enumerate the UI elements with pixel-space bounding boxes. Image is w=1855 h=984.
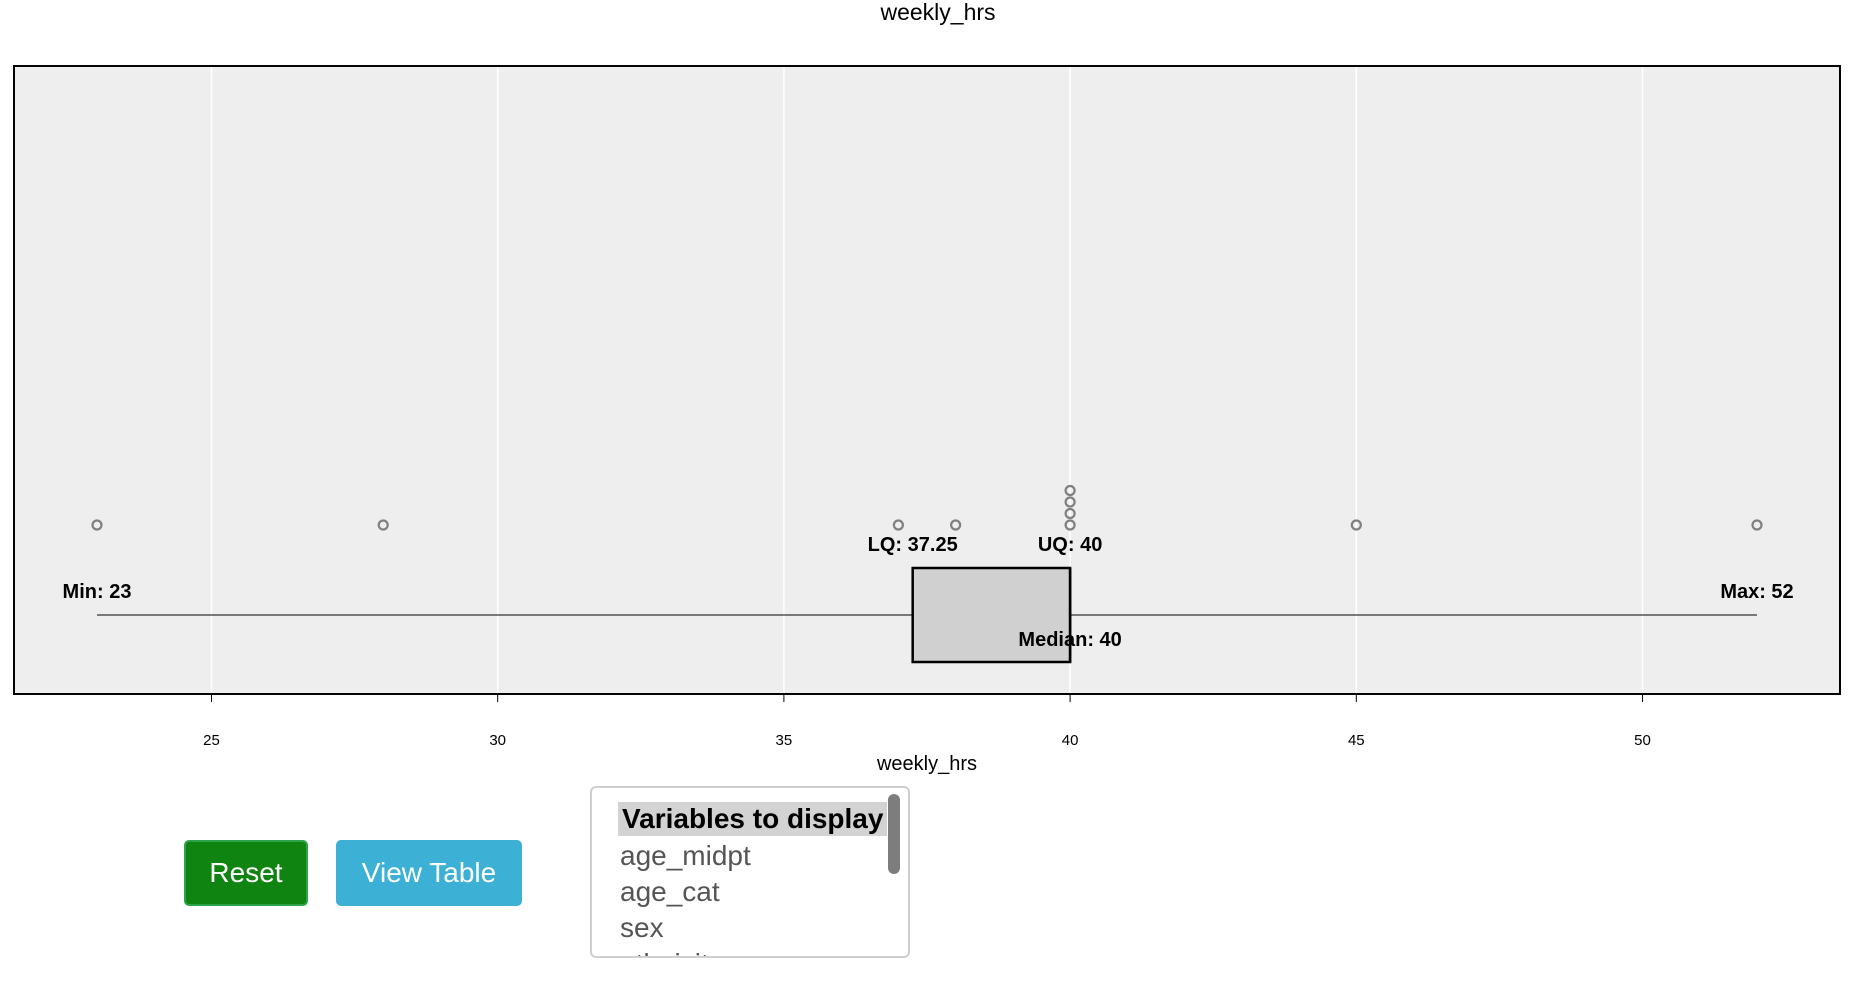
variable-item-sex[interactable]: sex — [620, 912, 664, 943]
data-point-8 — [1350, 519, 1362, 531]
data-point-4 — [1064, 519, 1076, 531]
data-point-9 — [1751, 519, 1763, 531]
gridlines — [210, 67, 1644, 693]
tick-label-45: 45 — [1348, 732, 1365, 749]
stat-label-median: Median: 40 — [1018, 629, 1121, 651]
chart-title: weekly_hrs — [879, 0, 995, 25]
data-point-3 — [950, 519, 962, 531]
data-point-0 — [91, 519, 103, 531]
boxplot-chart: weekly_hrs Min: 23 Max: 52 LQ: 37.25 UQ: 40… — [13, 0, 1841, 775]
data-point-1 — [377, 519, 389, 531]
tick-label-30: 30 — [489, 732, 506, 749]
tick-label-25: 25 — [203, 732, 220, 749]
x-axis-ticks: 25 30 35 40 45 50 — [203, 694, 1651, 749]
variables-header: Variables to display — [618, 802, 888, 836]
tick-label-40: 40 — [1062, 732, 1079, 749]
tick-label-50: 50 — [1634, 732, 1651, 749]
data-point-2 — [892, 519, 904, 531]
variables-scrollbar[interactable] — [888, 794, 900, 874]
points-group — [91, 484, 1763, 531]
stat-label-min: Min: 23 — [63, 581, 132, 603]
data-point-7 — [1064, 484, 1076, 497]
variable-item-age-midpt[interactable]: age_midpt — [620, 840, 751, 871]
stat-label-max: Max: 52 — [1720, 581, 1793, 603]
tick-label-35: 35 — [776, 732, 793, 749]
stat-label-lq: LQ: 37.25 — [868, 534, 958, 556]
box-group — [911, 566, 1072, 664]
variable-item-ethnicity[interactable]: ethnicity — [620, 948, 723, 956]
view-table-button[interactable]: View Table — [336, 840, 522, 906]
data-point-6 — [1064, 496, 1076, 508]
reset-button[interactable]: Reset — [184, 840, 308, 906]
variable-item-age-cat[interactable]: age_cat — [620, 876, 720, 907]
variables-listbox[interactable]: Variables to display age_midpt age_cat s… — [590, 786, 910, 958]
stat-labels: Min: 23 Max: 52 LQ: 37.25 UQ: 40 Median: 40 — [63, 534, 1794, 651]
iqr-box — [911, 566, 1072, 664]
x-axis-label: weekly_hrs — [876, 753, 977, 775]
stat-label-uq: UQ: 40 — [1038, 534, 1102, 556]
data-point-5 — [1064, 507, 1076, 520]
